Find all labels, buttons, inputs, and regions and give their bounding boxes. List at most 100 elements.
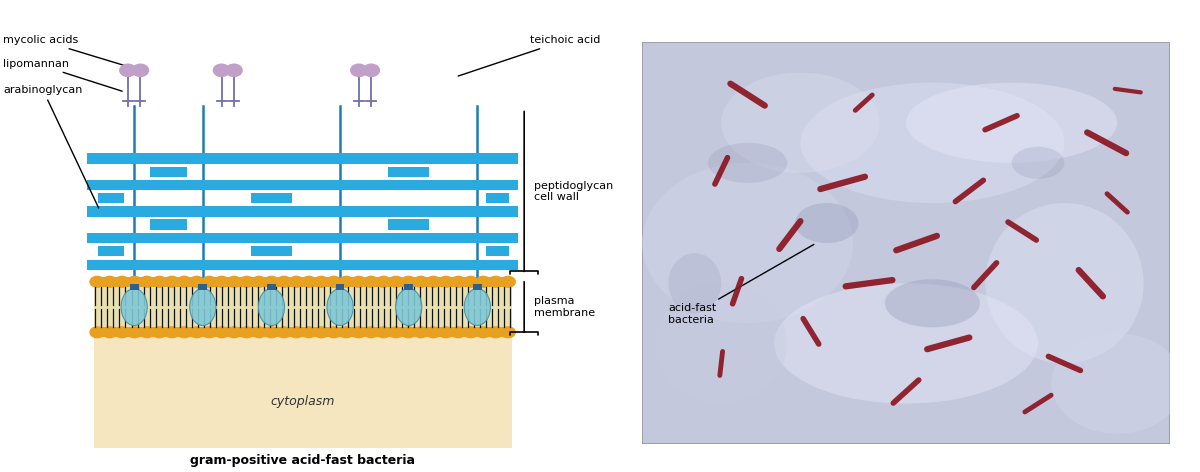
Bar <box>389 219 430 230</box>
Circle shape <box>301 327 316 337</box>
Ellipse shape <box>464 288 491 326</box>
Ellipse shape <box>655 283 787 404</box>
Circle shape <box>164 327 179 337</box>
Circle shape <box>178 327 192 337</box>
Circle shape <box>340 277 353 287</box>
Circle shape <box>439 277 452 287</box>
Circle shape <box>115 327 130 337</box>
Circle shape <box>240 277 253 287</box>
Circle shape <box>426 277 440 287</box>
Circle shape <box>127 327 142 337</box>
Ellipse shape <box>1012 147 1064 179</box>
Text: peptidoglycan
cell wall: peptidoglycan cell wall <box>534 181 613 202</box>
Bar <box>94 337 511 448</box>
Text: gram-positive acid-fast bacteria: gram-positive acid-fast bacteria <box>190 454 415 467</box>
Bar <box>94 327 511 337</box>
Circle shape <box>215 277 229 287</box>
Bar <box>473 284 481 290</box>
Ellipse shape <box>642 163 853 323</box>
Ellipse shape <box>668 253 721 313</box>
Circle shape <box>439 327 452 337</box>
Circle shape <box>326 327 341 337</box>
Text: teichoic acid: teichoic acid <box>458 35 601 76</box>
Circle shape <box>152 277 167 287</box>
Circle shape <box>414 327 428 337</box>
Circle shape <box>214 64 229 76</box>
Circle shape <box>127 277 142 287</box>
Circle shape <box>401 327 415 337</box>
Circle shape <box>364 327 378 337</box>
Bar <box>88 153 518 164</box>
Circle shape <box>364 64 379 76</box>
Circle shape <box>301 277 316 287</box>
Circle shape <box>264 277 278 287</box>
Circle shape <box>314 277 329 287</box>
Circle shape <box>90 327 104 337</box>
Circle shape <box>140 277 154 287</box>
Circle shape <box>451 277 466 287</box>
Circle shape <box>132 64 149 76</box>
Circle shape <box>500 327 515 337</box>
Circle shape <box>240 327 253 337</box>
Bar <box>88 233 518 243</box>
Circle shape <box>152 327 167 337</box>
Circle shape <box>352 327 366 337</box>
Ellipse shape <box>985 203 1144 363</box>
Circle shape <box>488 327 503 337</box>
Bar <box>404 284 413 290</box>
Circle shape <box>350 64 367 76</box>
Text: mycolic acids: mycolic acids <box>4 35 138 69</box>
Bar <box>88 260 518 270</box>
Bar <box>130 284 138 290</box>
Ellipse shape <box>800 83 1064 203</box>
Circle shape <box>451 327 466 337</box>
Ellipse shape <box>774 283 1038 404</box>
Bar <box>98 193 124 203</box>
Circle shape <box>414 277 428 287</box>
Ellipse shape <box>326 288 353 326</box>
Bar <box>486 193 509 203</box>
Circle shape <box>202 327 216 337</box>
Circle shape <box>120 64 136 76</box>
Circle shape <box>426 327 440 337</box>
Circle shape <box>476 327 491 337</box>
Circle shape <box>476 277 491 287</box>
Circle shape <box>500 277 515 287</box>
Ellipse shape <box>190 288 216 326</box>
Circle shape <box>377 327 391 337</box>
Circle shape <box>140 327 154 337</box>
Circle shape <box>289 277 304 287</box>
Circle shape <box>226 64 242 76</box>
Circle shape <box>178 277 192 287</box>
Circle shape <box>340 327 353 337</box>
Circle shape <box>102 327 116 337</box>
Circle shape <box>227 277 241 287</box>
Circle shape <box>326 277 341 287</box>
Circle shape <box>202 277 216 287</box>
Circle shape <box>277 327 292 337</box>
Circle shape <box>90 277 104 287</box>
Ellipse shape <box>796 203 858 243</box>
Circle shape <box>227 327 241 337</box>
Circle shape <box>215 327 229 337</box>
Ellipse shape <box>1051 333 1183 434</box>
Circle shape <box>289 327 304 337</box>
Circle shape <box>164 277 179 287</box>
Circle shape <box>102 277 116 287</box>
Text: cytoplasm: cytoplasm <box>270 395 335 408</box>
Circle shape <box>488 277 503 287</box>
Bar <box>150 219 187 230</box>
Circle shape <box>314 327 329 337</box>
Bar <box>94 277 511 287</box>
Circle shape <box>463 327 478 337</box>
Text: lipomannan: lipomannan <box>4 59 122 91</box>
Ellipse shape <box>884 279 980 328</box>
Ellipse shape <box>396 288 422 326</box>
Circle shape <box>389 277 403 287</box>
Circle shape <box>352 277 366 287</box>
Text: plasma
membrane: plasma membrane <box>534 296 595 318</box>
Ellipse shape <box>708 143 787 183</box>
Circle shape <box>264 327 278 337</box>
Circle shape <box>190 277 204 287</box>
Circle shape <box>463 277 478 287</box>
